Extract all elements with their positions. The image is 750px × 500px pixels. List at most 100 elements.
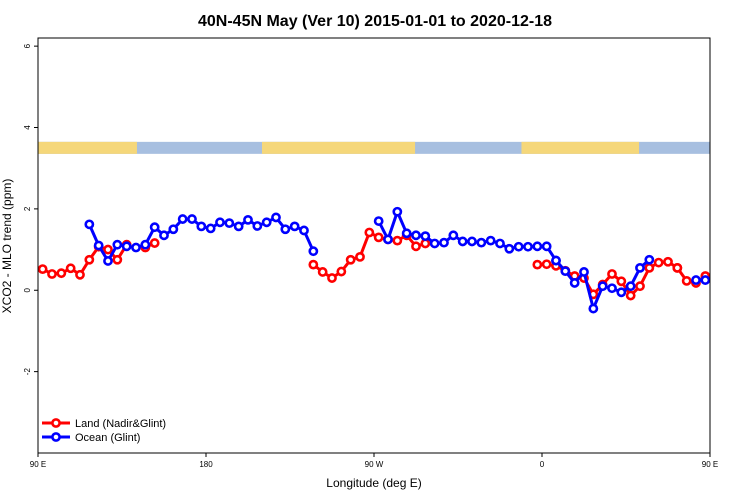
- ocean-data-point: [289, 221, 300, 232]
- land-data-point: [607, 269, 617, 279]
- land-data-point: [653, 257, 664, 268]
- land-data-point: [317, 267, 328, 277]
- ocean-data-point: [616, 287, 627, 298]
- ocean-data-point: [467, 236, 477, 247]
- x-axis-label: Longitude (deg E): [326, 476, 421, 490]
- ocean-data-point: [420, 231, 431, 242]
- ocean-data-point: [149, 222, 160, 233]
- ocean-data-point: [103, 256, 113, 266]
- land-data-point: [308, 259, 319, 270]
- ocean-data-point: [691, 275, 701, 285]
- land-data-point: [663, 256, 673, 267]
- ocean-data-point: [308, 246, 319, 257]
- ocean-data-point: [588, 303, 599, 314]
- ocean-data-point: [177, 214, 188, 224]
- land-data-point: [625, 290, 636, 301]
- legend-item-ocean: Ocean (Glint): [42, 432, 140, 444]
- land-data-point: [635, 281, 645, 292]
- ocean-data-point: [551, 255, 561, 266]
- y-tick-label: 0: [23, 287, 32, 292]
- land-data-point: [103, 244, 113, 255]
- ocean-data-point: [280, 224, 291, 235]
- ocean-data-point: [131, 242, 141, 253]
- land-data-point: [541, 259, 552, 270]
- legend-label: Ocean (Glint): [75, 432, 140, 444]
- land-data-point: [112, 254, 123, 265]
- ocean-data-point: [233, 221, 244, 232]
- y-tick-label: -2: [23, 368, 32, 376]
- ocean-data-point: [532, 241, 543, 252]
- land-data-point: [84, 254, 95, 265]
- ocean-data-point: [457, 236, 468, 247]
- land-data-point: [37, 264, 48, 274]
- x-tick-label: 0: [540, 460, 545, 469]
- ocean-data-point: [411, 230, 421, 241]
- land-ocean-mask-bar: [38, 141, 710, 154]
- ocean-data-point: [495, 238, 505, 249]
- ocean-data-point: [205, 223, 216, 234]
- land-data-point: [532, 259, 543, 270]
- land-mask-segment: [521, 141, 640, 154]
- x-tick-label: 90 W: [365, 460, 384, 469]
- ocean-data-point: [513, 241, 524, 252]
- ocean-data-point: [439, 237, 449, 248]
- ocean-series: [84, 206, 711, 314]
- ocean-data-point: [448, 230, 459, 241]
- ocean-data-point: [504, 243, 515, 254]
- ocean-data-point: [579, 267, 589, 277]
- ocean-data-point: [168, 224, 179, 235]
- ocean-data-point: [607, 283, 617, 294]
- y-axis-label: XCO2 - MLO trend (ppm): [0, 179, 14, 314]
- ocean-data-point: [476, 237, 487, 248]
- land-data-point: [355, 251, 365, 262]
- ocean-data-point: [625, 281, 636, 292]
- ocean-data-point: [523, 241, 533, 252]
- ocean-data-point: [84, 219, 95, 230]
- y-tick-label: 6: [23, 43, 32, 48]
- ocean-data-point: [261, 217, 272, 228]
- land-data-point: [47, 269, 57, 279]
- ocean-data-point: [560, 266, 571, 277]
- ocean-data-point: [243, 214, 253, 225]
- x-tick-label: 90 E: [30, 460, 46, 469]
- land-data-point: [364, 227, 375, 238]
- land-data-point: [327, 273, 337, 283]
- ocean-data-point: [373, 216, 384, 226]
- legend-swatch-marker: [51, 418, 61, 428]
- land-data-point: [75, 269, 85, 280]
- land-data-point: [56, 268, 67, 279]
- land-mask-segment: [262, 141, 416, 154]
- land-data-point: [149, 238, 160, 248]
- land-series-line: [537, 260, 679, 298]
- ocean-data-point: [569, 278, 580, 288]
- land-data-point: [681, 275, 692, 286]
- ocean-data-point: [112, 239, 123, 250]
- y-tick-label: 4: [23, 125, 32, 130]
- land-mask-segment: [38, 141, 137, 154]
- ocean-data-point: [224, 218, 235, 229]
- ocean-data-point: [429, 238, 440, 249]
- land-data-point: [345, 254, 356, 265]
- ocean-data-point: [401, 228, 412, 239]
- ocean-data-point: [635, 262, 645, 273]
- land-data-point: [336, 266, 347, 277]
- ocean-data-point: [392, 206, 403, 217]
- land-data-point: [411, 241, 421, 252]
- ocean-data-point: [196, 221, 207, 232]
- land-data-point: [392, 235, 403, 246]
- ocean-data-point: [485, 235, 496, 246]
- ocean-data-point: [140, 239, 151, 250]
- ocean-data-point: [700, 275, 711, 285]
- land-data-point: [65, 263, 76, 274]
- x-axis: 90 E 180 90 W 0 90 E: [30, 453, 718, 469]
- ocean-data-point: [93, 240, 104, 251]
- legend-swatch-marker: [51, 432, 61, 442]
- ocean-data-point: [252, 221, 263, 231]
- ocean-data-point: [121, 241, 132, 252]
- ocean-data-point: [299, 225, 309, 236]
- land-data-point: [672, 262, 683, 273]
- legend-label: Land (Nadir&Glint): [75, 418, 166, 430]
- ocean-data-point: [644, 254, 655, 265]
- y-axis: -2 0 2 4 6: [23, 43, 38, 375]
